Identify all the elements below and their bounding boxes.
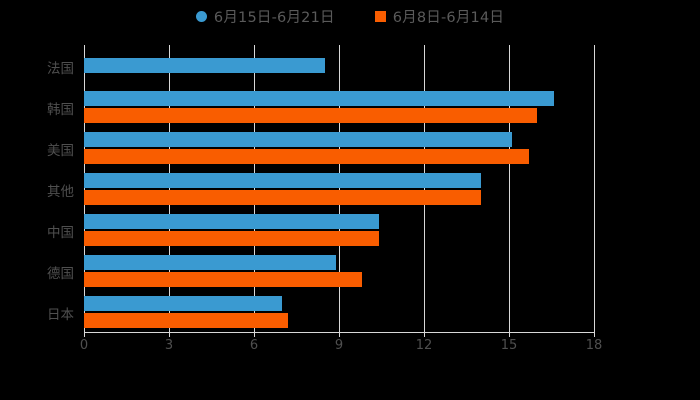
- x-tick-label: 3: [164, 338, 174, 353]
- bar-韩国-series-2[interactable]: [84, 108, 537, 123]
- bar-日本-series-1[interactable]: [84, 296, 282, 311]
- bar-其他-series-1[interactable]: [84, 173, 481, 188]
- plot-area: [84, 45, 595, 332]
- legend-label-series-2: 6月8日-6月14日: [392, 9, 505, 26]
- y-axis-label-中国: 中国: [47, 225, 74, 241]
- gridline-9: [339, 45, 340, 332]
- gridline-0: [84, 45, 85, 332]
- x-tick-mark-3: [169, 332, 170, 337]
- gridline-12: [424, 45, 425, 332]
- x-tick-label: 12: [415, 338, 433, 353]
- y-axis-label-韩国: 韩国: [47, 102, 74, 118]
- bar-德国-series-2[interactable]: [84, 272, 362, 287]
- x-tick-label: 18: [585, 338, 603, 353]
- bar-法国-series-1[interactable]: [84, 58, 325, 73]
- gridline-3: [169, 45, 170, 332]
- circle-icon: [195, 10, 207, 22]
- bar-美国-series-1[interactable]: [84, 132, 512, 147]
- bar-日本-series-2[interactable]: [84, 313, 288, 328]
- y-axis-label-美国: 美国: [47, 143, 74, 159]
- y-axis-label-德国: 德国: [47, 266, 74, 282]
- legend-item-series-2[interactable]: 6月8日-6月14日: [374, 6, 505, 27]
- bar-美国-series-2[interactable]: [84, 149, 529, 164]
- x-tick-mark-9: [339, 332, 340, 337]
- x-tick-mark-18: [594, 332, 595, 337]
- bar-中国-series-1[interactable]: [84, 214, 379, 229]
- x-tick-label: 9: [334, 338, 344, 353]
- bar-韩国-series-1[interactable]: [84, 91, 554, 106]
- bar-其他-series-2[interactable]: [84, 190, 481, 205]
- x-tick-mark-12: [424, 332, 425, 337]
- legend-label-series-1: 6月15日-6月21日: [213, 9, 335, 26]
- chart-legend: 6月15日-6月21日 6月8日-6月14日: [0, 0, 700, 32]
- x-tick-label: 0: [79, 338, 89, 353]
- legend-item-series-1[interactable]: 6月15日-6月21日: [195, 6, 335, 27]
- x-tick-mark-0: [84, 332, 85, 337]
- x-tick-mark-6: [254, 332, 255, 337]
- gridline-6: [254, 45, 255, 332]
- y-axis-label-其他: 其他: [47, 184, 74, 200]
- y-axis-label-法国: 法国: [47, 61, 74, 77]
- y-axis-label-日本: 日本: [47, 307, 74, 323]
- gridline-15: [509, 45, 510, 332]
- x-tick-mark-15: [509, 332, 510, 337]
- bar-德国-series-1[interactable]: [84, 255, 336, 270]
- x-tick-label: 6: [249, 338, 259, 353]
- x-tick-label: 15: [500, 338, 518, 353]
- square-icon: [374, 10, 386, 22]
- bar-中国-series-2[interactable]: [84, 231, 379, 246]
- gridline-18: [594, 45, 595, 332]
